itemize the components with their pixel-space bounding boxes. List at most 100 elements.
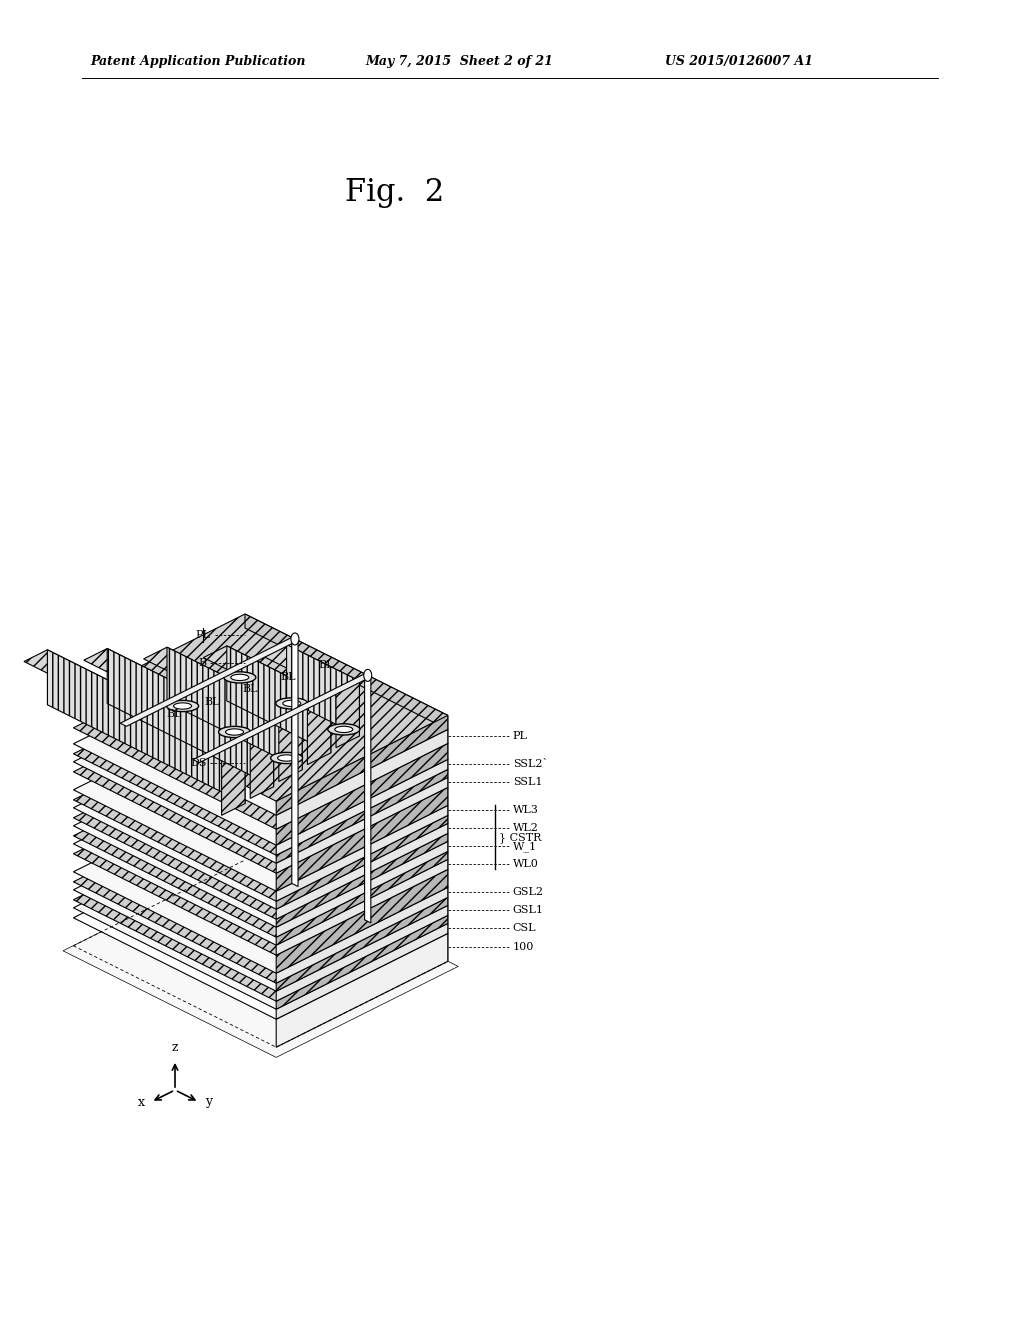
Text: BL: BL [280,672,296,682]
Ellipse shape [290,634,299,645]
Polygon shape [245,822,447,933]
Polygon shape [73,704,447,891]
Polygon shape [245,686,447,805]
Polygon shape [245,804,447,915]
Polygon shape [276,887,447,983]
Polygon shape [73,686,447,874]
Polygon shape [276,743,447,845]
Text: DS: DS [191,758,207,768]
Ellipse shape [275,698,308,709]
Polygon shape [276,898,447,991]
Polygon shape [73,741,447,927]
Polygon shape [73,676,447,863]
Text: Patent Application Publication: Patent Application Publication [90,55,306,69]
Ellipse shape [225,729,244,735]
Polygon shape [73,832,447,1019]
Text: W_1: W_1 [513,841,536,851]
Polygon shape [276,824,447,919]
Polygon shape [276,770,447,863]
Polygon shape [245,741,447,851]
Polygon shape [276,777,447,874]
Polygon shape [73,714,447,902]
Polygon shape [226,645,330,752]
Polygon shape [193,673,371,763]
Polygon shape [276,788,447,891]
Polygon shape [276,906,447,1001]
Text: GSL2: GSL2 [513,887,543,898]
Polygon shape [84,648,273,743]
Polygon shape [286,644,359,737]
Polygon shape [245,628,447,743]
Polygon shape [245,722,447,833]
Text: BL: BL [204,697,219,706]
Polygon shape [276,851,447,945]
Polygon shape [245,796,447,906]
Polygon shape [245,768,447,887]
Ellipse shape [334,726,353,733]
Text: z: z [171,1041,178,1053]
Polygon shape [24,649,245,760]
Polygon shape [245,614,447,730]
Polygon shape [144,647,302,726]
Polygon shape [73,657,447,845]
Polygon shape [203,645,330,710]
Polygon shape [73,668,447,855]
Ellipse shape [270,752,303,763]
Polygon shape [73,796,447,983]
Polygon shape [221,748,245,816]
Polygon shape [73,628,447,816]
Text: y: y [205,1096,212,1109]
Polygon shape [63,859,458,1057]
Polygon shape [291,638,298,887]
Polygon shape [73,758,447,945]
Polygon shape [276,841,447,937]
Text: SSL2`: SSL2` [513,759,547,770]
Text: SSL1: SSL1 [513,777,542,788]
Polygon shape [245,642,447,759]
Text: PL: PL [195,630,210,640]
Text: WL3: WL3 [513,805,538,816]
Polygon shape [245,814,447,924]
Polygon shape [73,733,447,919]
Text: US 2015/0126007 A1: US 2015/0126007 A1 [664,55,812,69]
Text: x: x [138,1096,145,1109]
Ellipse shape [327,723,360,735]
Ellipse shape [364,669,371,681]
Polygon shape [335,681,359,747]
Text: PL: PL [513,731,527,742]
Polygon shape [245,733,447,841]
Ellipse shape [223,672,256,682]
Ellipse shape [166,701,199,711]
Polygon shape [73,804,447,991]
Text: CSL: CSL [513,924,536,933]
Polygon shape [276,870,447,973]
Text: B: B [199,657,207,668]
Polygon shape [73,750,447,937]
Polygon shape [276,859,447,956]
Polygon shape [278,715,302,781]
Polygon shape [276,924,447,1019]
Polygon shape [276,933,447,1047]
Ellipse shape [277,755,296,762]
Polygon shape [263,644,359,693]
Text: BL: BL [166,709,181,719]
Polygon shape [120,638,298,726]
Polygon shape [245,785,447,898]
Polygon shape [73,785,447,973]
Text: } CSTR: } CSTR [498,832,541,842]
Polygon shape [245,750,447,859]
Polygon shape [276,915,447,1010]
Polygon shape [245,657,447,770]
Ellipse shape [173,702,192,709]
Text: 100: 100 [513,942,534,953]
Polygon shape [276,833,447,927]
Polygon shape [245,668,447,777]
Polygon shape [276,816,447,909]
Polygon shape [73,614,447,801]
Polygon shape [107,648,273,787]
Polygon shape [307,698,330,764]
Text: GSL1: GSL1 [513,906,543,915]
Text: WL0: WL0 [513,859,538,870]
Polygon shape [245,704,447,816]
Ellipse shape [230,675,249,681]
